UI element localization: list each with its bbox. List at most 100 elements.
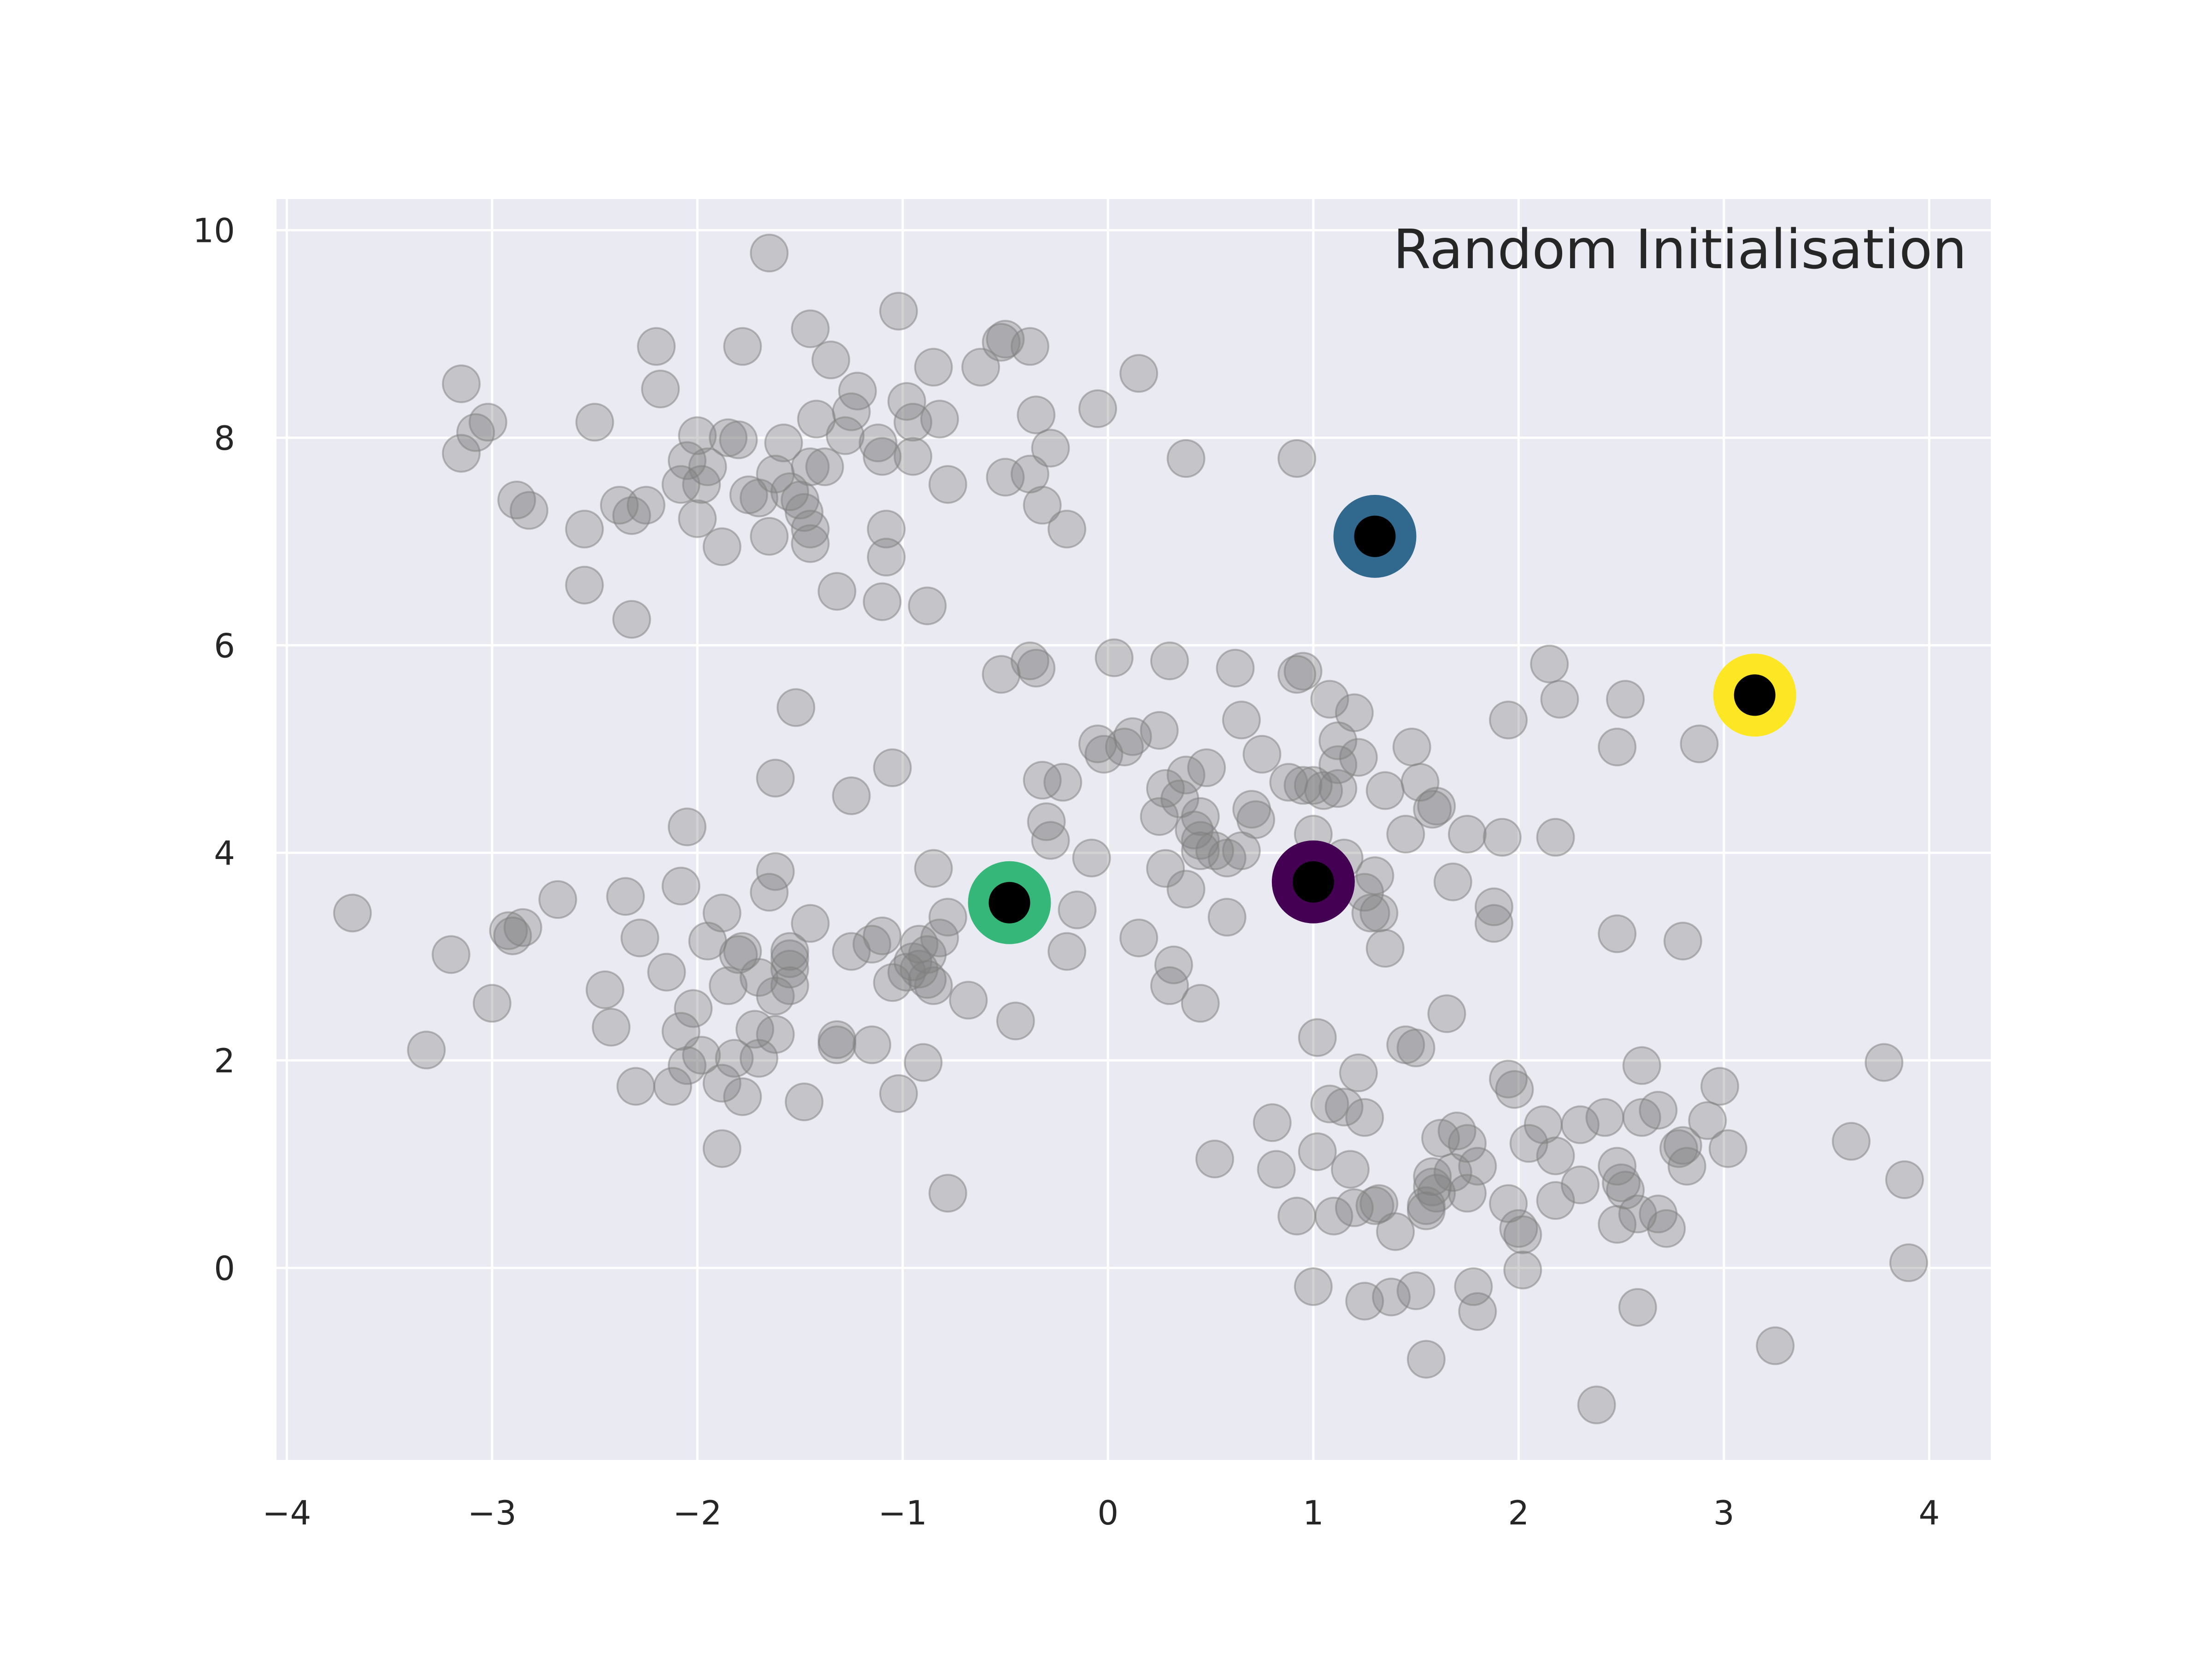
- data-point: [1017, 395, 1056, 435]
- data-point: [1483, 818, 1522, 857]
- data-point: [1667, 1147, 1706, 1186]
- data-point: [702, 527, 741, 566]
- data-point: [1257, 1150, 1296, 1189]
- data-point: [1187, 748, 1226, 788]
- data-point: [333, 894, 372, 933]
- data-point: [1474, 887, 1513, 926]
- data-point: [1314, 1196, 1353, 1235]
- data-point: [688, 447, 727, 486]
- data-point: [1078, 389, 1118, 428]
- data-point: [791, 447, 830, 486]
- data-point: [1011, 641, 1050, 681]
- chart-title: Random Initialisation: [1393, 218, 1967, 281]
- data-point: [626, 486, 665, 525]
- data-point: [852, 1025, 891, 1065]
- data-point: [1283, 652, 1323, 691]
- data-point: [565, 510, 604, 549]
- data-point: [1577, 1385, 1616, 1424]
- data-point: [739, 1039, 778, 1078]
- data-point: [1359, 894, 1399, 933]
- data-point: [509, 491, 548, 530]
- data-point: [1458, 1292, 1497, 1331]
- data-point: [497, 481, 536, 520]
- data-point: [1680, 724, 1719, 764]
- data-point: [1832, 1122, 1871, 1161]
- data-point: [1094, 638, 1134, 677]
- data-point: [1530, 644, 1569, 683]
- data-point: [1647, 1209, 1686, 1248]
- data-point: [637, 327, 676, 366]
- data-point: [1560, 1105, 1600, 1144]
- data-point: [1392, 727, 1431, 766]
- centroids: [968, 494, 1796, 944]
- x-tick-label: −3: [468, 1494, 517, 1532]
- data-point: [1503, 1250, 1542, 1289]
- y-tick-label: 10: [193, 212, 235, 250]
- data-point: [709, 418, 748, 457]
- data-point: [1277, 439, 1317, 478]
- data-point: [678, 499, 717, 538]
- data-point: [832, 932, 871, 971]
- data-point: [1756, 1326, 1795, 1365]
- data-point: [702, 1064, 741, 1103]
- data-point: [1195, 831, 1234, 871]
- data-point: [1031, 821, 1070, 860]
- data-point: [1072, 838, 1111, 877]
- data-points: [333, 234, 1928, 1424]
- data-point: [1195, 1139, 1234, 1178]
- data-point: [1489, 1059, 1528, 1099]
- data-point: [756, 759, 795, 798]
- data-point: [1598, 727, 1637, 766]
- data-point: [1236, 800, 1276, 839]
- data-point: [873, 748, 912, 788]
- data-point: [1324, 1088, 1364, 1127]
- data-point: [1889, 1243, 1928, 1282]
- data-point: [1536, 1136, 1575, 1176]
- data-point: [739, 478, 778, 518]
- data-point: [1433, 862, 1472, 901]
- data-point: [600, 486, 639, 525]
- data-point: [914, 347, 953, 387]
- data-point: [1885, 1160, 1924, 1199]
- y-axis-ticks: 0 2 4 6 8 10: [193, 212, 235, 1288]
- data-point: [431, 935, 471, 974]
- data-point: [565, 565, 604, 605]
- data-point: [1454, 1267, 1493, 1306]
- plot-background: [276, 199, 1991, 1460]
- data-point: [1023, 486, 1062, 525]
- data-point: [1084, 735, 1124, 774]
- data-point: [1598, 1147, 1637, 1186]
- data-point: [1023, 761, 1062, 800]
- data-point: [1355, 856, 1394, 895]
- data-point: [838, 371, 877, 411]
- x-tick-label: 0: [1097, 1494, 1118, 1532]
- data-point: [1298, 1132, 1337, 1171]
- data-point: [1618, 1288, 1657, 1327]
- data-point: [1017, 648, 1056, 688]
- data-point: [1602, 1163, 1641, 1202]
- data-point: [986, 320, 1025, 359]
- data-point: [1622, 1046, 1661, 1085]
- data-point: [1140, 711, 1179, 750]
- data-point: [1253, 1103, 1292, 1142]
- grid-lines: [276, 199, 1991, 1460]
- data-point: [756, 852, 795, 891]
- data-point: [1031, 429, 1070, 468]
- data-point: [1207, 898, 1247, 937]
- data-point: [1396, 1029, 1435, 1068]
- data-point: [538, 880, 577, 919]
- data-point: [1447, 815, 1487, 854]
- centroid-center: [1734, 674, 1776, 716]
- centroid-center: [988, 882, 1030, 924]
- data-point: [1150, 641, 1189, 681]
- data-point: [606, 877, 645, 916]
- data-point: [1417, 787, 1456, 826]
- data-point: [826, 416, 865, 455]
- data-point: [1181, 797, 1220, 836]
- x-tick-label: 1: [1303, 1494, 1324, 1532]
- data-point: [863, 582, 902, 621]
- data-point: [996, 1001, 1035, 1041]
- y-tick-label: 4: [214, 834, 235, 873]
- data-point: [777, 688, 816, 727]
- data-point: [441, 434, 481, 473]
